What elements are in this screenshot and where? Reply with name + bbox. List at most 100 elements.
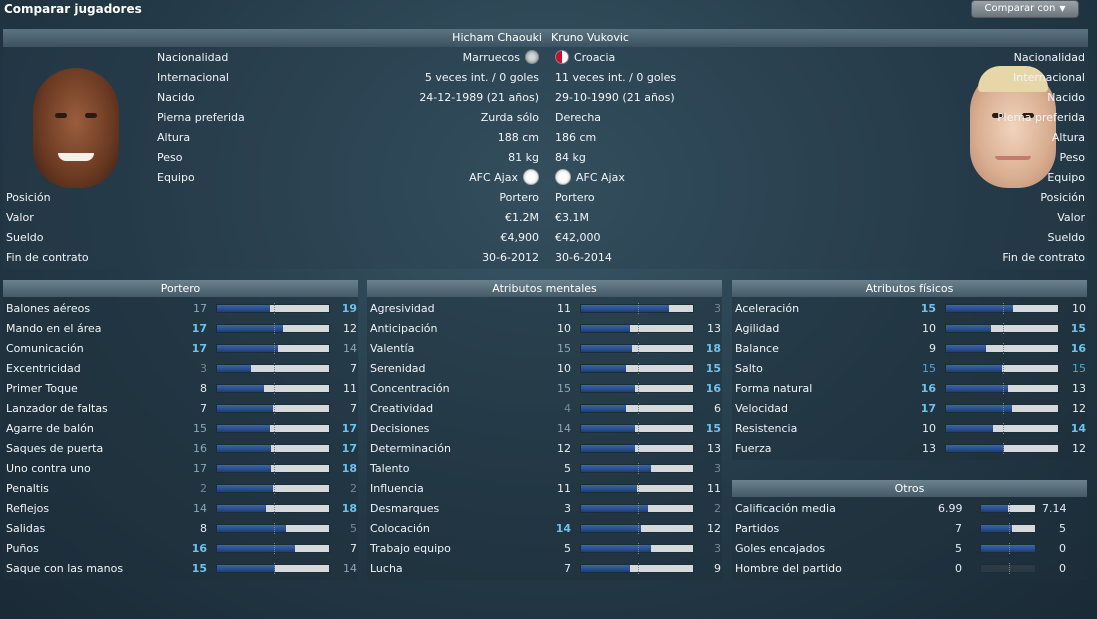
right-player-value: 2 xyxy=(714,502,721,515)
comparison-bar xyxy=(945,303,1059,314)
comparison-bar xyxy=(216,383,330,394)
left-player-value: 3 xyxy=(200,362,207,375)
comparison-bar xyxy=(216,423,330,434)
left-player-value: 5 xyxy=(564,462,571,475)
comparison-bar-fill xyxy=(217,325,283,332)
attribute-row[interactable]: Excentricidad 3 7 xyxy=(3,359,358,379)
attribute-row[interactable]: Primer Toque 8 11 xyxy=(3,379,358,399)
attribute-row[interactable]: Creatividad 4 6 xyxy=(367,399,722,419)
comparison-bar xyxy=(216,543,330,554)
attribute-row[interactable]: Reflejos 14 18 xyxy=(3,499,358,519)
right-player-value: 12 xyxy=(1072,402,1086,415)
attribute-row[interactable]: Saques de puerta 16 17 xyxy=(3,439,358,459)
comparison-bar-midline xyxy=(274,463,275,474)
attribute-row[interactable]: Penaltis 2 2 xyxy=(3,479,358,499)
right-player-value: 7 xyxy=(350,542,357,555)
attribute-row[interactable]: Determinación 12 13 xyxy=(367,439,722,459)
attribute-name: Reflejos xyxy=(6,502,50,515)
comparison-bar-midline xyxy=(1003,303,1004,314)
attribute-row[interactable]: Agilidad 10 15 xyxy=(732,319,1087,339)
attribute-name: Balance xyxy=(735,342,779,355)
right-player-value: 16 xyxy=(1070,342,1086,355)
info-label-right: Peso xyxy=(1059,151,1085,164)
attribute-row[interactable]: Decisiones 14 15 xyxy=(367,419,722,439)
comparison-bar-midline xyxy=(638,403,639,414)
attribute-row[interactable]: Aceleración 15 10 xyxy=(732,299,1087,319)
attribute-name: Primer Toque xyxy=(6,382,78,395)
attribute-row[interactable]: Saque con las manos 15 14 xyxy=(3,559,358,579)
right-player-value: 17 xyxy=(341,442,357,455)
comparison-bar-fill xyxy=(581,365,626,372)
comparison-bar xyxy=(580,343,694,354)
comparison-bar xyxy=(216,343,330,354)
ajax-club-icon[interactable] xyxy=(555,169,571,185)
attribute-row[interactable]: Anticipación 10 13 xyxy=(367,319,722,339)
attribute-row[interactable]: Hombre del partido 0 0 xyxy=(732,559,1087,579)
panel-header-fisicos: Atributos físicos xyxy=(732,280,1087,297)
attribute-row[interactable]: Uno contra uno 17 18 xyxy=(3,459,358,479)
right-player-value: 18 xyxy=(341,462,357,475)
attribute-row[interactable]: Fuerza 13 12 xyxy=(732,439,1087,459)
right-player-value: 12 xyxy=(707,522,721,535)
comparison-bar-midline xyxy=(274,563,275,574)
attribute-row[interactable]: Agresividad 11 3 xyxy=(367,299,722,319)
comparison-bar-midline xyxy=(638,503,639,514)
right-player-value: 14 xyxy=(343,562,357,575)
left-player-name[interactable]: Hicham Chaouki xyxy=(452,31,542,44)
attribute-row[interactable]: Lucha 7 9 xyxy=(367,559,722,579)
attribute-row[interactable]: Salto 15 15 xyxy=(732,359,1087,379)
comparison-bar-fill xyxy=(217,445,272,452)
comparison-bar-fill xyxy=(217,345,279,352)
attribute-name: Forma natural xyxy=(735,382,813,395)
info-value-left-text: Marruecos xyxy=(462,51,520,64)
attribute-row[interactable]: Lanzador de faltas 7 7 xyxy=(3,399,358,419)
attribute-row[interactable]: Agarre de balón 15 17 xyxy=(3,419,358,439)
attribute-row[interactable]: Resistencia 10 14 xyxy=(732,419,1087,439)
right-player-name[interactable]: Kruno Vukovic xyxy=(551,31,629,44)
info-value-right-text: 84 kg xyxy=(555,151,586,164)
left-player-value: 16 xyxy=(193,442,207,455)
attribute-row[interactable]: Balones aéreos 17 19 xyxy=(3,299,358,319)
attribute-row[interactable]: Mando en el área 17 12 xyxy=(3,319,358,339)
info-label-left: Sueldo xyxy=(6,231,44,244)
comparison-bar xyxy=(580,483,694,494)
comparison-bar-midline xyxy=(638,463,639,474)
comparison-bar-midline xyxy=(274,523,275,534)
attribute-row[interactable]: Partidos 7 5 xyxy=(732,519,1087,539)
info-row: Altura 188 cm 186 cm Altura xyxy=(0,128,1097,148)
comparison-bar-midline xyxy=(1009,503,1010,514)
attribute-row[interactable]: Valentía 15 18 xyxy=(367,339,722,359)
right-player-value: 15 xyxy=(1072,362,1086,375)
comparison-bar-fill xyxy=(217,425,270,432)
info-label-left: Peso xyxy=(157,151,183,164)
info-value-left-text: 81 kg xyxy=(508,151,539,164)
attribute-row[interactable]: Calificación media 6.99 7.14 xyxy=(732,499,1087,519)
ajax-club-icon[interactable] xyxy=(523,169,539,185)
attribute-row[interactable]: Velocidad 17 12 xyxy=(732,399,1087,419)
comparison-bar-midline xyxy=(638,543,639,554)
info-label-right: Valor xyxy=(1057,211,1085,224)
attribute-row[interactable]: Salidas 8 5 xyxy=(3,519,358,539)
comparison-bar-midline xyxy=(274,323,275,334)
attribute-row[interactable]: Serenidad 10 15 xyxy=(367,359,722,379)
attribute-row[interactable]: Desmarques 3 2 xyxy=(367,499,722,519)
attribute-row[interactable]: Goles encajados 5 0 xyxy=(732,539,1087,559)
attribute-row[interactable]: Comunicación 17 14 xyxy=(3,339,358,359)
attribute-row[interactable]: Influencia 11 11 xyxy=(367,479,722,499)
left-player-value: 17 xyxy=(193,462,207,475)
attribute-row[interactable]: Forma natural 16 13 xyxy=(732,379,1087,399)
comparison-bar-fill xyxy=(217,505,266,512)
attribute-row[interactable]: Concentración 15 16 xyxy=(367,379,722,399)
info-value-right: 186 cm xyxy=(555,128,596,148)
attribute-row[interactable]: Trabajo equipo 5 3 xyxy=(367,539,722,559)
comparison-bar-fill xyxy=(581,345,632,352)
attribute-row[interactable]: Talento 5 3 xyxy=(367,459,722,479)
comparison-bar-fill xyxy=(581,485,637,492)
comparison-bar-midline xyxy=(1003,423,1004,434)
attribute-row[interactable]: Balance 9 16 xyxy=(732,339,1087,359)
compare-with-button[interactable]: Comparar con ▼ xyxy=(971,0,1079,18)
attribute-row[interactable]: Colocación 14 12 xyxy=(367,519,722,539)
comparison-bar xyxy=(580,383,694,394)
attribute-row[interactable]: Puños 16 7 xyxy=(3,539,358,559)
right-player-value: 7.14 xyxy=(1042,502,1067,515)
